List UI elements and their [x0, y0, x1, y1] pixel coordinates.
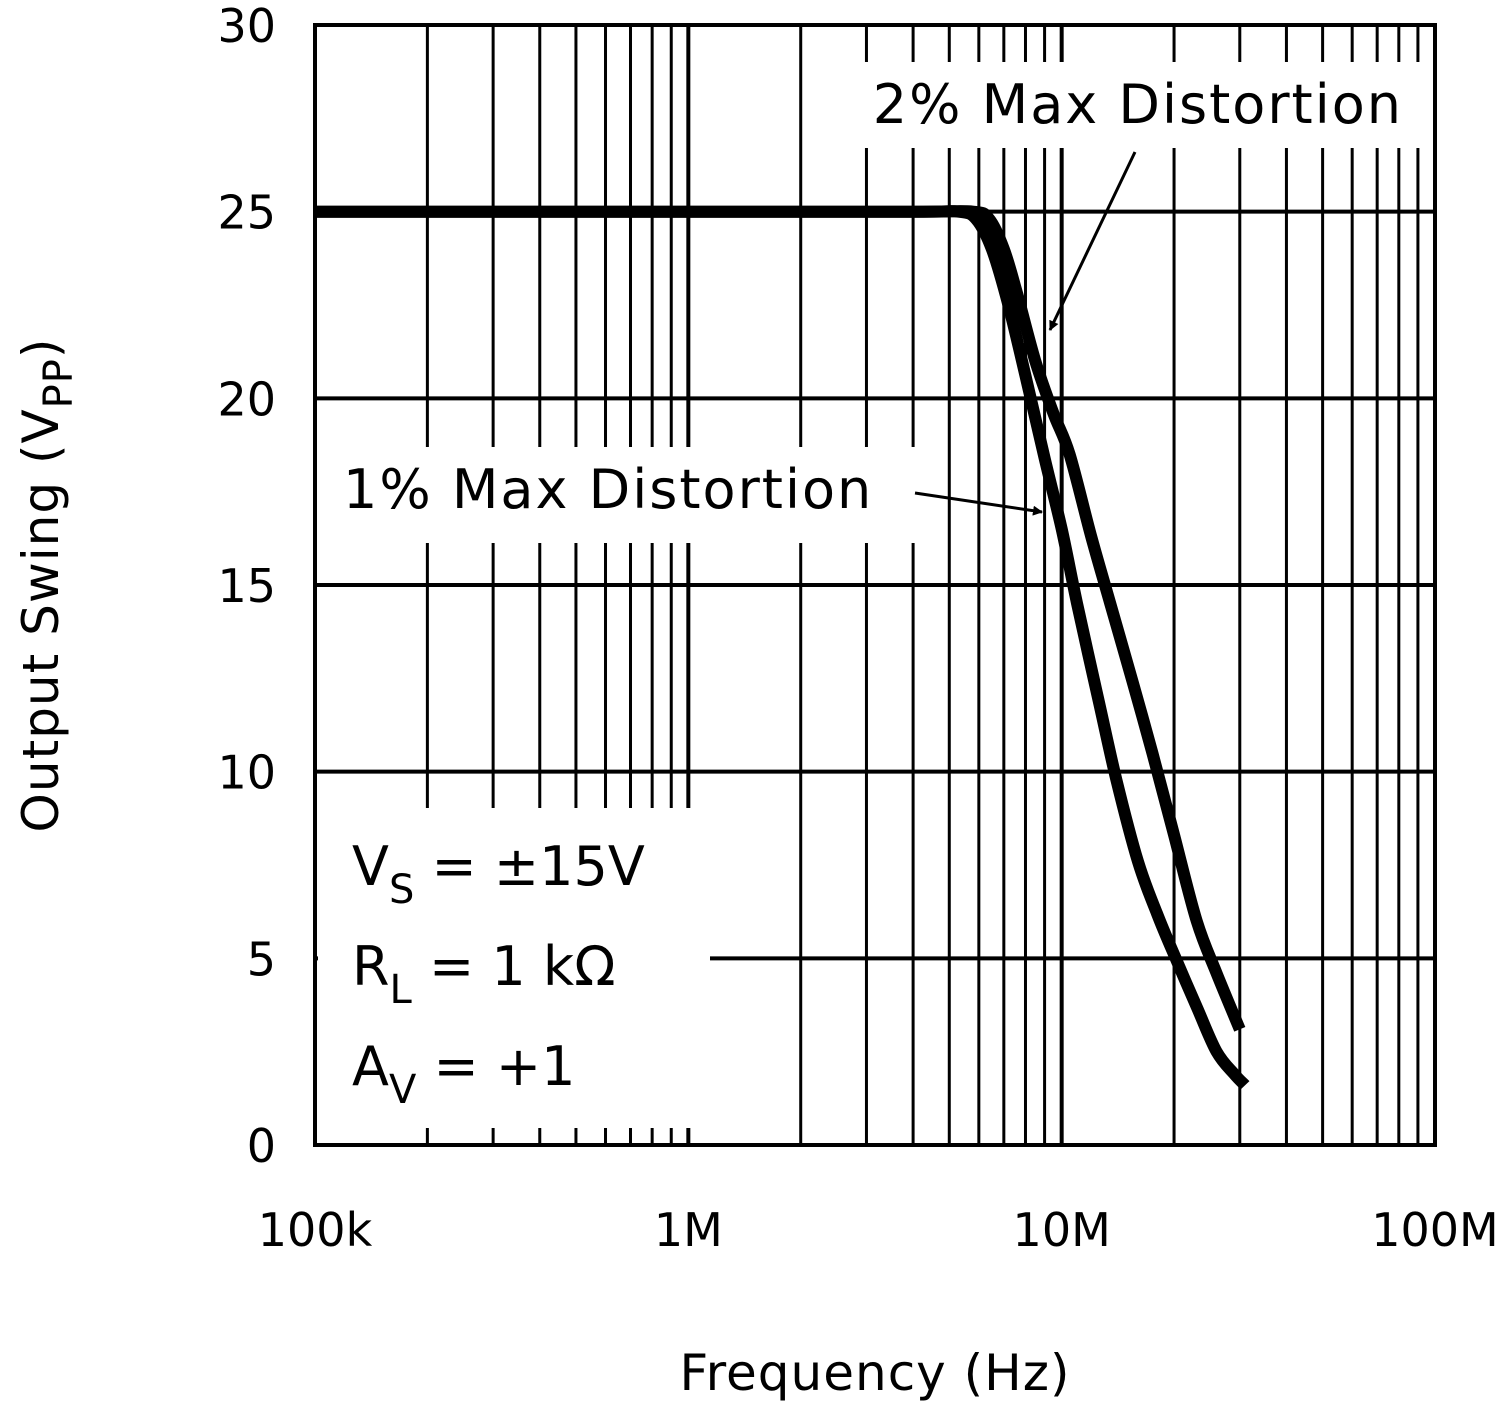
annotation-1pct-arrow — [914, 491, 1043, 516]
y-tick-label: 20 — [217, 372, 276, 426]
y-axis-title-main: Output Swing (V — [12, 408, 70, 832]
y-tick-label: 15 — [217, 559, 276, 613]
x-tick-label: 100k — [258, 1203, 373, 1257]
x-tick-label: 10M — [1013, 1203, 1111, 1257]
y-tick-label: 5 — [247, 932, 276, 986]
y-tick-label: 30 — [217, 0, 276, 53]
series-line-2pct — [314, 205, 1246, 1032]
plot-frame — [313, 23, 1437, 1147]
x-axis-title: Frequency (Hz) — [679, 1344, 1070, 1402]
series-layer — [314, 205, 1250, 1090]
y-tick-labels: 0 5 10 15 20 25 30 — [217, 0, 276, 1173]
x-tick-label: 100M — [1371, 1203, 1499, 1257]
annotation-1pct-mask — [318, 447, 918, 543]
annotation-2pct-label: 2% Max Distortion — [873, 73, 1403, 136]
condition-vs: VS = ±15V — [352, 835, 645, 913]
annotation-2pct-mask — [835, 62, 1432, 148]
conditions-mask — [318, 808, 710, 1128]
y-tick-label: 25 — [217, 186, 276, 240]
test-conditions: VS = ±15V RL = 1 kΩ AV = +1 — [352, 835, 645, 1113]
x-tick-labels: 100k 1M 10M 100M — [258, 1203, 1499, 1257]
y-axis-title-subscript: PP — [36, 358, 82, 408]
annotation-1pct-label: 1% Max Distortion — [343, 458, 873, 521]
y-tick-label: 10 — [217, 746, 276, 800]
annotation-2pct-arrow — [1048, 151, 1137, 331]
y-axis-title: Output Swing (VPP) — [12, 338, 82, 833]
y-axis-title-close: ) — [12, 338, 70, 359]
condition-rl: RL = 1 kΩ — [352, 935, 615, 1013]
y-tick-label: 0 — [247, 1119, 276, 1173]
x-tick-label: 1M — [654, 1203, 723, 1257]
condition-av: AV = +1 — [352, 1035, 576, 1113]
